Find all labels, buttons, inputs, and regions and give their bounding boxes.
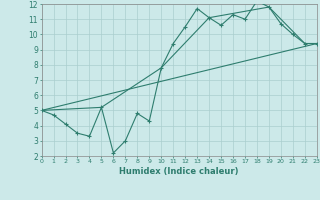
- X-axis label: Humidex (Indice chaleur): Humidex (Indice chaleur): [119, 167, 239, 176]
